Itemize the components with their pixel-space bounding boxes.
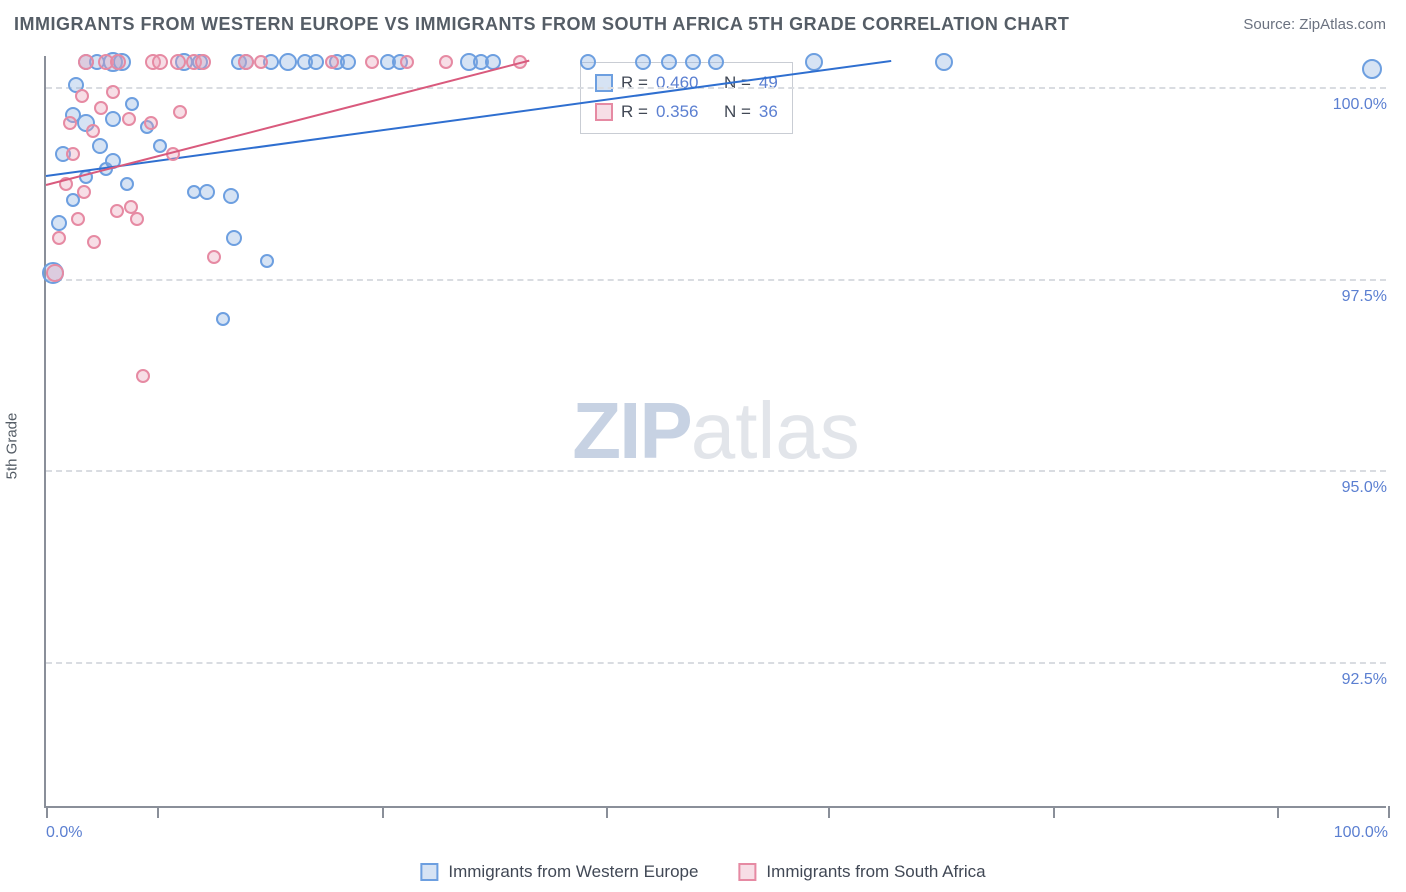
- legend-row-western-europe: R = 0.460 N = 49: [595, 69, 778, 98]
- chart-header: IMMIGRANTS FROM WESTERN EUROPE VS IMMIGR…: [0, 0, 1406, 45]
- data-point: [635, 54, 651, 70]
- legend-swatch-western-europe: [595, 74, 613, 92]
- y-axis-label: 5th Grade: [4, 413, 21, 480]
- x-tick: [46, 806, 48, 818]
- data-point: [122, 112, 136, 126]
- data-point: [106, 85, 120, 99]
- data-point: [173, 105, 187, 119]
- chart-title: IMMIGRANTS FROM WESTERN EUROPE VS IMMIGR…: [14, 14, 1069, 35]
- data-point: [223, 188, 239, 204]
- x-tick: [382, 806, 384, 818]
- data-point: [86, 124, 100, 138]
- source-name: ZipAtlas.com: [1299, 16, 1386, 33]
- r-value: 0.460: [656, 69, 699, 98]
- gridline: [46, 279, 1386, 281]
- data-point: [216, 312, 230, 326]
- data-point: [110, 54, 126, 70]
- data-point: [207, 250, 221, 264]
- data-point: [805, 53, 823, 71]
- data-point: [400, 55, 414, 69]
- data-point: [254, 55, 268, 69]
- data-point: [130, 212, 144, 226]
- data-point: [66, 147, 80, 161]
- data-point: [580, 54, 596, 70]
- y-tick-label: 100.0%: [1327, 96, 1387, 114]
- x-tick-label: 100.0%: [1334, 824, 1388, 842]
- x-tick: [1388, 806, 1390, 818]
- data-point: [195, 54, 211, 70]
- n-value: 36: [759, 98, 778, 127]
- data-point: [125, 97, 139, 111]
- data-point: [63, 116, 77, 130]
- gridline: [46, 470, 1386, 472]
- y-tick-label: 97.5%: [1336, 288, 1387, 306]
- data-point: [152, 54, 168, 70]
- n-value: 49: [759, 69, 778, 98]
- gridline: [46, 662, 1386, 664]
- data-point: [46, 264, 64, 282]
- legend-row-south-africa: R = 0.356 N = 36: [595, 98, 778, 127]
- data-point: [365, 55, 379, 69]
- watermark: ZIPatlas: [572, 385, 859, 477]
- data-point: [260, 254, 274, 268]
- data-point: [78, 54, 94, 70]
- data-point: [685, 54, 701, 70]
- y-tick-label: 95.0%: [1336, 479, 1387, 497]
- data-point: [439, 55, 453, 69]
- r-value: 0.356: [656, 98, 699, 127]
- data-point: [325, 55, 339, 69]
- data-point: [71, 212, 85, 226]
- legend-swatch-south-africa: [595, 103, 613, 121]
- data-point: [92, 138, 108, 154]
- data-point: [153, 139, 167, 153]
- data-point: [170, 54, 186, 70]
- x-tick: [157, 806, 159, 818]
- y-tick-label: 92.5%: [1336, 671, 1387, 689]
- watermark-atlas: atlas: [691, 386, 860, 475]
- legend-label: Immigrants from Western Europe: [448, 862, 698, 882]
- data-point: [51, 215, 67, 231]
- data-point: [708, 54, 724, 70]
- data-point: [105, 111, 121, 127]
- data-point: [136, 369, 150, 383]
- watermark-zip: ZIP: [572, 386, 690, 475]
- series-legend: Immigrants from Western Europe Immigrant…: [420, 862, 985, 882]
- data-point: [199, 184, 215, 200]
- legend-swatch-icon: [420, 863, 438, 881]
- source-prefix: Source:: [1243, 16, 1299, 33]
- data-point: [110, 204, 124, 218]
- x-tick: [828, 806, 830, 818]
- data-point: [77, 185, 91, 199]
- data-point: [661, 54, 677, 70]
- data-point: [238, 54, 254, 70]
- x-tick: [1277, 806, 1279, 818]
- data-point: [226, 230, 242, 246]
- legend-label: Immigrants from South Africa: [766, 862, 985, 882]
- data-point: [94, 101, 108, 115]
- legend-item-south-africa: Immigrants from South Africa: [738, 862, 985, 882]
- data-point: [52, 231, 66, 245]
- r-label: R =: [621, 98, 648, 127]
- data-point: [144, 116, 158, 130]
- legend-swatch-icon: [738, 863, 756, 881]
- data-point: [120, 177, 134, 191]
- scatter-plot-area: ZIPatlas R = 0.460 N = 49 R = 0.356 N = …: [44, 56, 1386, 808]
- gridline: [46, 87, 1386, 89]
- data-point: [1362, 59, 1382, 79]
- data-point: [75, 89, 89, 103]
- x-tick-label: 0.0%: [46, 824, 82, 842]
- legend-item-western-europe: Immigrants from Western Europe: [420, 862, 698, 882]
- x-tick: [606, 806, 608, 818]
- data-point: [87, 235, 101, 249]
- data-point: [935, 53, 953, 71]
- n-label: N =: [724, 98, 751, 127]
- data-point: [279, 53, 297, 71]
- x-tick: [1053, 806, 1055, 818]
- data-point: [340, 54, 356, 70]
- data-point: [308, 54, 324, 70]
- source-attribution: Source: ZipAtlas.com: [1243, 16, 1386, 33]
